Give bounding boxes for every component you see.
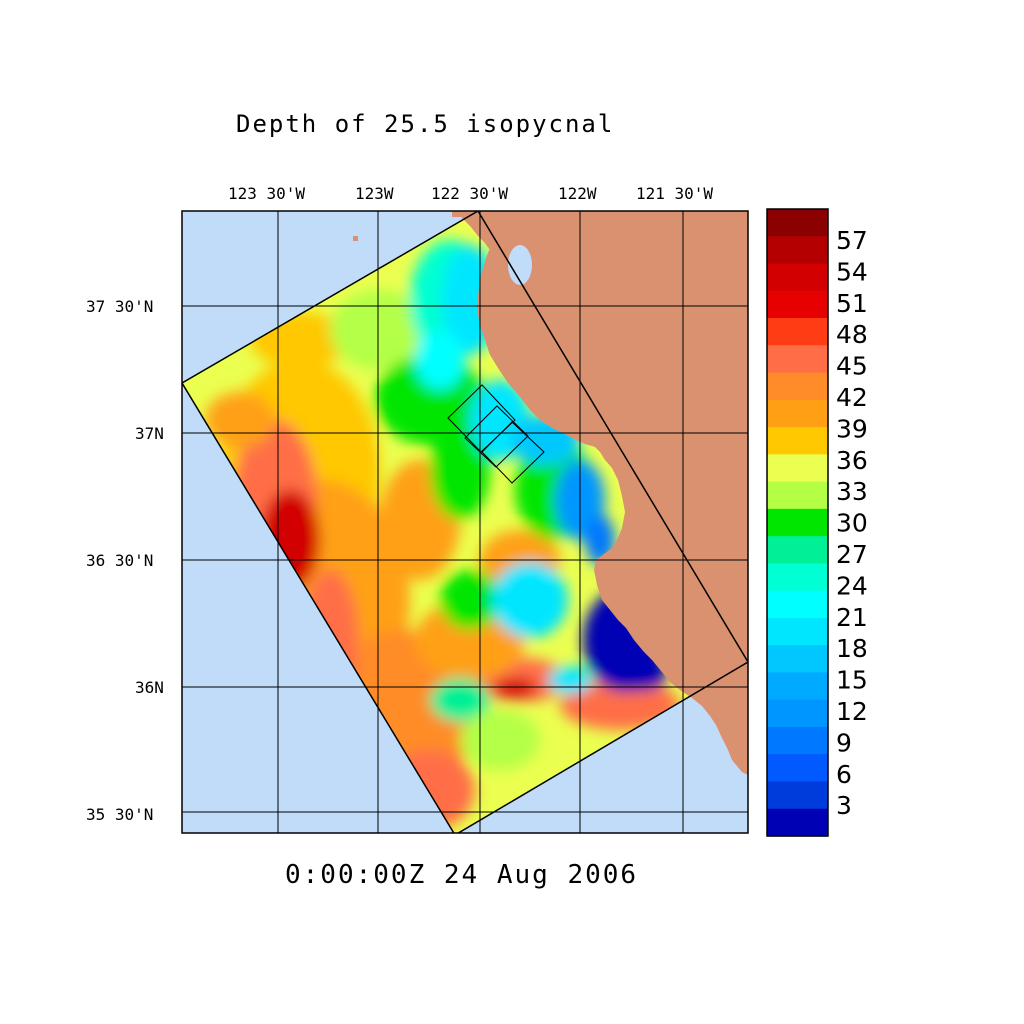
colorbar-label: 18: [836, 634, 868, 663]
colorbar-label: 21: [836, 603, 868, 632]
colorbar-swatch: [767, 454, 828, 483]
bay-area: [508, 245, 532, 285]
colorbar-swatch: [767, 536, 828, 564]
map-frame: [181, 210, 749, 834]
colorbar-label: 51: [836, 289, 868, 318]
latitude-tick-labels: 37 30'N 37N 36 30'N 36N 35 30'N: [86, 297, 164, 824]
nested-domain-box: [447, 384, 516, 453]
colorbar-label: 39: [836, 414, 868, 443]
colorbar-label: 48: [836, 320, 868, 349]
colorbar-swatch: [767, 372, 828, 401]
colorbar-swatch: [767, 754, 828, 783]
colorbar-label: 45: [836, 352, 868, 381]
colorbar-swatch: [767, 236, 828, 265]
colorbar-swatch: [767, 699, 828, 728]
model-domain-outline: [182, 211, 748, 833]
nested-domain-box: [464, 405, 529, 468]
colorbar-swatches: [767, 209, 828, 837]
colorbar-frame: [766, 208, 829, 837]
land-area: [460, 211, 748, 775]
longitude-tick-labels: 123 30'W 123W 122 30'W 122W 121 30'W: [228, 184, 713, 203]
lat-tick-label: 37N: [135, 424, 164, 443]
colorbar-label: 6: [836, 760, 852, 789]
colorbar-swatch: [767, 263, 828, 292]
colorbar-swatch: [767, 672, 828, 701]
colorbar-swatch: [767, 508, 828, 537]
colorbar-swatch: [767, 563, 828, 592]
lon-tick-label: 123W: [355, 184, 394, 203]
colorbar-swatch: [767, 318, 828, 346]
colorbar-swatch: [767, 781, 828, 810]
colorbar-label: 30: [836, 509, 868, 538]
colorbar-swatch: [767, 808, 828, 837]
colorbar-label: 42: [836, 383, 868, 412]
colorbar-swatch: [767, 399, 828, 428]
lon-tick-label: 122W: [558, 184, 597, 203]
map-title: Depth of 25.5 isopycnal: [236, 110, 614, 138]
lat-tick-label: 36N: [135, 678, 164, 697]
colorbar-swatch: [767, 209, 828, 237]
colorbar-label: 15: [836, 666, 868, 695]
colorbar-swatch: [767, 617, 828, 646]
colorbar-label: 33: [836, 477, 868, 506]
colorbar-swatch: [767, 590, 828, 619]
colorbar-label: 9: [836, 728, 852, 757]
colorbar-label: 24: [836, 571, 868, 600]
colorbar-label: 3: [836, 791, 852, 820]
map-panel: [182, 211, 748, 833]
colorbar-swatch: [767, 481, 828, 510]
colorbar-swatch: [767, 345, 828, 374]
lon-tick-label: 121 30'W: [636, 184, 713, 203]
colorbar-swatch: [767, 427, 828, 455]
colorbar-label: 57: [836, 226, 868, 255]
colorbar-swatch: [767, 726, 828, 755]
lon-tick-label: 122 30'W: [431, 184, 508, 203]
colorbar-label: 36: [836, 446, 868, 475]
colorbar-swatch: [767, 645, 828, 674]
lon-tick-label: 123 30'W: [228, 184, 305, 203]
timestamp: 0:00:00Z 24 Aug 2006: [285, 860, 638, 890]
nested-domain-box: [481, 421, 545, 484]
colorbar-label: 12: [836, 697, 868, 726]
colorbar-label: 54: [836, 257, 868, 286]
graticule: [182, 211, 748, 833]
colorbar-swatch: [767, 290, 828, 319]
colorbar-label: 27: [836, 540, 868, 569]
lat-tick-label: 37 30'N: [86, 297, 153, 316]
lat-tick-label: 35 30'N: [86, 805, 153, 824]
lat-tick-label: 36 30'N: [86, 551, 153, 570]
